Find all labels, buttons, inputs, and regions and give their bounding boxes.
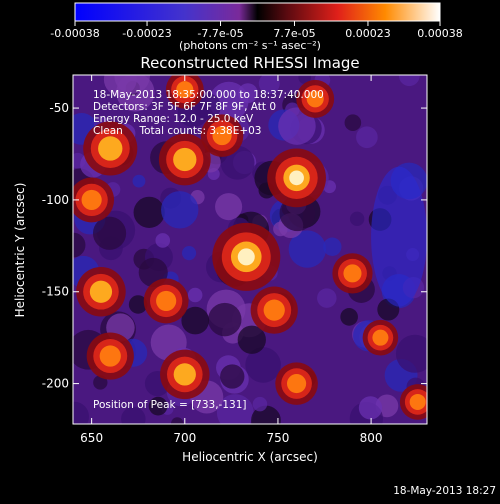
texture-blob	[93, 375, 108, 390]
source-core	[156, 290, 177, 312]
texture-blob	[288, 230, 327, 268]
texture-blob	[181, 246, 197, 261]
texture-blob	[161, 191, 199, 229]
texture-blob	[171, 417, 184, 424]
x-tick-label: 700	[173, 431, 196, 445]
source-core	[89, 280, 113, 303]
source-core	[81, 189, 102, 210]
colorbar	[74, 2, 441, 22]
texture-blob	[92, 216, 127, 250]
texture-blob	[356, 126, 378, 149]
heatmap-area	[73, 75, 427, 424]
x-tick-label: 650	[80, 431, 103, 445]
colorbar-tick-label: -7.7e-05	[197, 27, 243, 40]
source-core	[306, 90, 324, 108]
colorbar-ticks: -0.00038 -0.00023 -7.7e-05 7.7e-05 0.00023 0.…	[50, 21, 463, 40]
texture-blob	[252, 396, 268, 412]
y-tick-label: -100	[42, 193, 69, 207]
source-core	[372, 329, 389, 346]
texture-blob	[340, 308, 358, 326]
colorbar-tick-label: -0.00023	[122, 27, 171, 40]
texture-blob	[181, 306, 210, 335]
texture-blob	[215, 193, 243, 221]
chart-title: Reconstructed RHESSI Image	[140, 54, 359, 72]
y-tick-label: -50	[49, 101, 69, 115]
source-core	[176, 81, 194, 99]
x-tick-label: 750	[266, 431, 289, 445]
annotation-clean: Clean Total counts: 3.38E+03	[93, 125, 262, 137]
texture-blob	[133, 196, 165, 228]
negative-region	[371, 166, 427, 307]
texture-blob	[395, 334, 427, 373]
annotation-energy: Energy Range: 12.0 - 25.0 keV	[93, 113, 254, 125]
sources-layer	[73, 75, 427, 420]
source-core	[287, 374, 307, 394]
texture-blob	[220, 364, 245, 389]
texture-blob	[278, 107, 316, 145]
texture-blob	[187, 287, 203, 303]
colorbar-tick-label: 0.00023	[345, 27, 391, 40]
y-tick-label: -200	[42, 377, 69, 391]
texture-blob	[358, 396, 383, 420]
texture-blob	[344, 114, 362, 131]
texture-blob	[121, 406, 146, 424]
y-axis-label: Heliocentric Y (arcsec)	[13, 183, 27, 318]
source-core	[343, 264, 362, 283]
texture-blob	[317, 288, 337, 308]
source-peak	[237, 248, 255, 266]
peak-position-label: Position of Peak = [733,-131]	[93, 399, 247, 411]
texture-blob	[398, 75, 420, 87]
y-tick-label: -150	[42, 285, 69, 299]
axes: 650 700 750 800 -50 -100 -150 -200	[42, 75, 427, 445]
source-core	[212, 126, 232, 146]
texture-blob	[208, 302, 242, 337]
annotation-time: 18-May-2013 18:35:00.000 to 18:37:40.000	[93, 89, 324, 101]
texture-blob	[148, 396, 168, 416]
texture-blob	[103, 75, 137, 96]
colorbar-tick-label: 7.7e-05	[273, 27, 315, 40]
texture-blob	[73, 232, 86, 258]
texture-blob	[128, 295, 148, 314]
texture-blob	[349, 211, 365, 227]
annotation-detectors: Detectors: 3F 5F 6F 7F 8F 9F, Att 0	[93, 101, 276, 113]
texture-blob	[155, 233, 171, 248]
source-core	[98, 136, 123, 161]
texture-blob	[245, 347, 281, 383]
texture-blob	[132, 174, 146, 188]
source-core	[173, 147, 197, 172]
texture-blob	[216, 394, 254, 424]
source-core	[99, 345, 121, 367]
x-axis-label: Heliocentric X (arcsec)	[182, 450, 318, 464]
source-peak	[289, 170, 304, 186]
plot-frame	[72, 74, 428, 425]
colorbar-tick-label: -0.00038	[50, 27, 99, 40]
texture-blob	[237, 325, 266, 354]
footer-timestamp: 18-May-2013 18:27	[393, 485, 496, 497]
colorbar-unit-label: (photons cm⁻² s⁻¹ asec⁻²)	[179, 39, 321, 52]
source-core	[173, 363, 196, 386]
texture-blob	[73, 401, 90, 424]
source-core	[263, 299, 285, 321]
texture-blob	[258, 75, 280, 94]
source-core	[409, 393, 426, 410]
texture-blob	[323, 237, 342, 256]
x-tick-label: 800	[360, 431, 383, 445]
colorbar-tick-label: 0.00038	[417, 27, 463, 40]
